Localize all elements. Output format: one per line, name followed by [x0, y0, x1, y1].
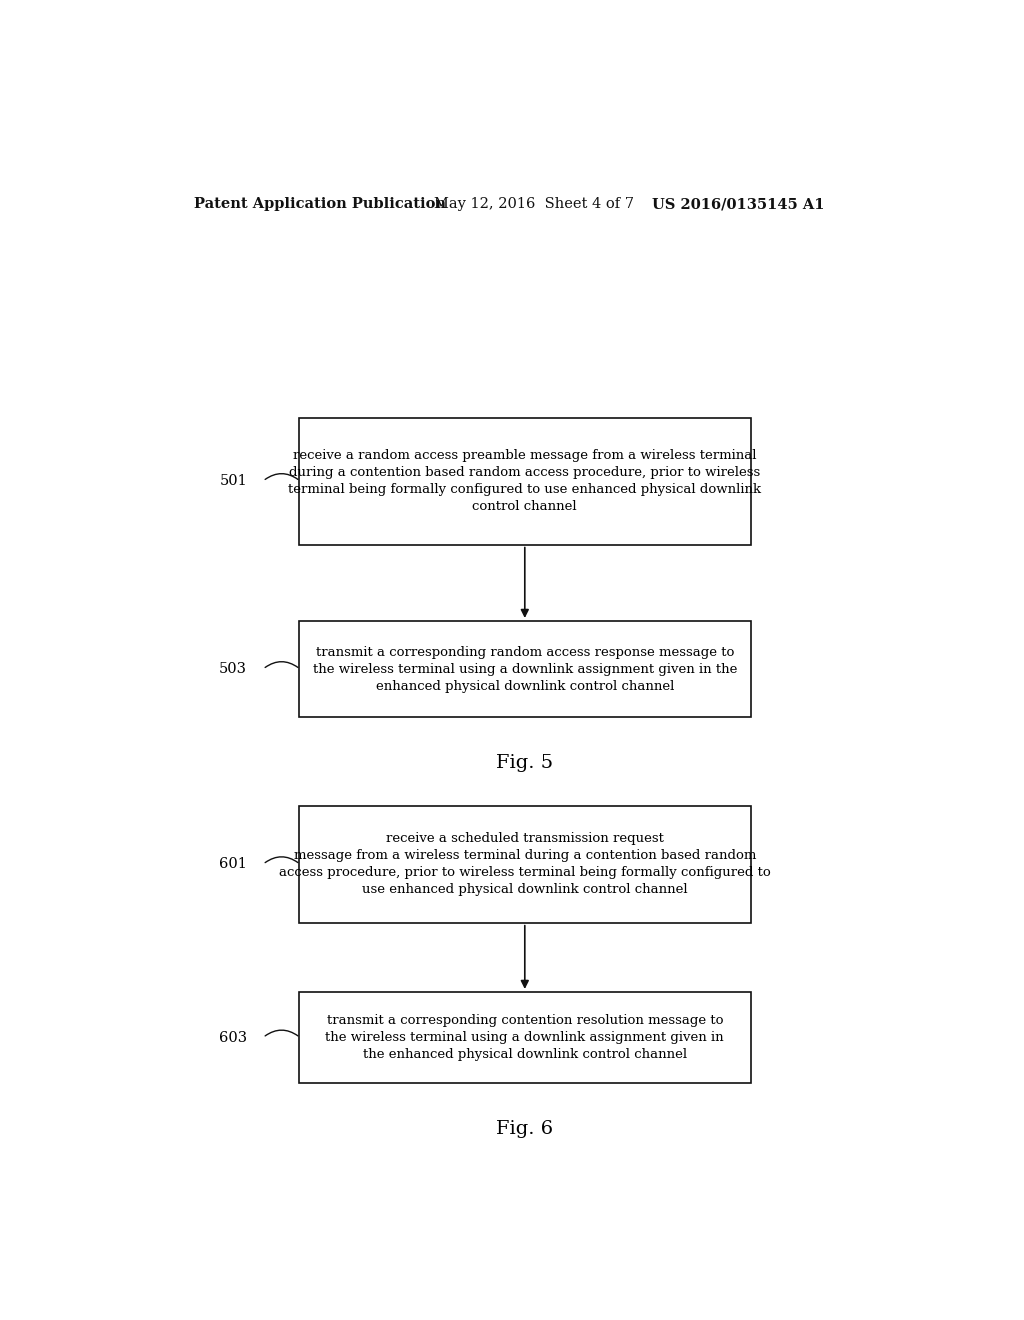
Text: 501: 501	[219, 474, 247, 488]
FancyBboxPatch shape	[299, 417, 751, 545]
Text: transmit a corresponding contention resolution message to
the wireless terminal : transmit a corresponding contention reso…	[326, 1014, 724, 1061]
FancyBboxPatch shape	[299, 620, 751, 718]
Text: Fig. 5: Fig. 5	[497, 754, 553, 772]
Text: receive a random access preamble message from a wireless terminal
during a conte: receive a random access preamble message…	[288, 449, 762, 513]
Text: Fig. 6: Fig. 6	[497, 1121, 553, 1138]
Text: 603: 603	[219, 1031, 247, 1044]
FancyBboxPatch shape	[299, 805, 751, 923]
Text: US 2016/0135145 A1: US 2016/0135145 A1	[652, 197, 824, 211]
Text: Patent Application Publication: Patent Application Publication	[194, 197, 445, 211]
Text: transmit a corresponding random access response message to
the wireless terminal: transmit a corresponding random access r…	[312, 645, 737, 693]
Text: 601: 601	[219, 857, 247, 871]
Text: 503: 503	[219, 663, 247, 676]
FancyBboxPatch shape	[299, 991, 751, 1084]
Text: May 12, 2016  Sheet 4 of 7: May 12, 2016 Sheet 4 of 7	[433, 197, 634, 211]
Text: receive a scheduled transmission request
message from a wireless terminal during: receive a scheduled transmission request…	[279, 833, 771, 896]
